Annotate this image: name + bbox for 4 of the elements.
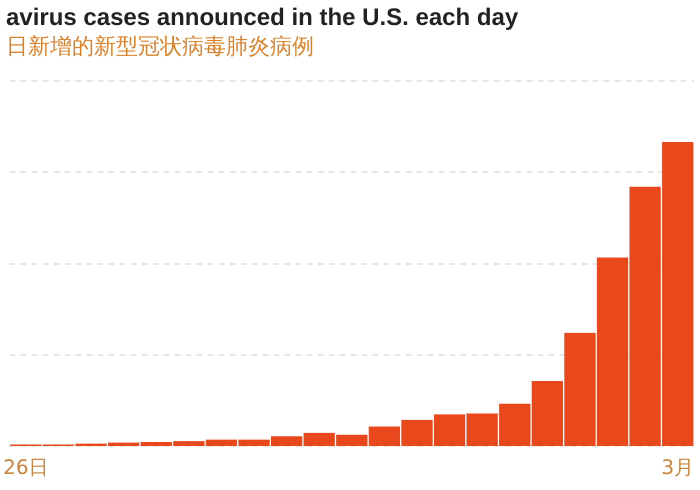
- chart-title: avirus cases announced in the U.S. each day: [6, 4, 519, 32]
- x-tick-label: 26日: [3, 455, 49, 480]
- x-tick-label: 3月: [661, 455, 694, 480]
- chart-subtitle: 日新增的新型冠状病毒肺炎病例: [6, 34, 314, 60]
